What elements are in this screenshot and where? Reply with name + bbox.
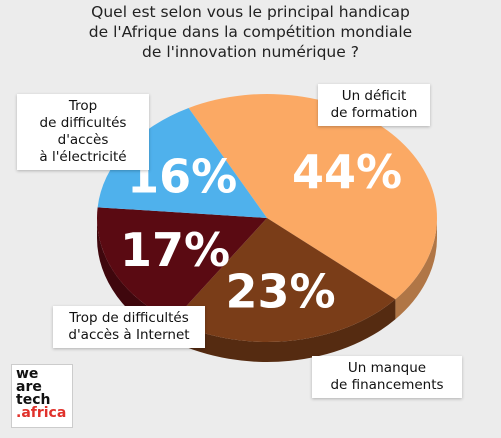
label-formation-line-1: Un déficit bbox=[341, 88, 407, 104]
pie-wall-financement bbox=[172, 299, 396, 362]
label-electricite-line-1: Trop bbox=[68, 98, 98, 114]
slice-value-financement: 23% bbox=[226, 265, 336, 319]
chart-title-line-1: Quel est selon vous le principal handica… bbox=[91, 3, 410, 21]
pie-slice-formation bbox=[188, 93, 438, 300]
label-formation-line-2: de formation bbox=[330, 105, 418, 121]
chart-title-line-3: de l'innovation numérique ? bbox=[142, 43, 359, 61]
logo-line-2: are bbox=[16, 379, 42, 395]
slice-value-internet: 17% bbox=[120, 223, 230, 277]
chart-title: Quel est selon vous le principal handica… bbox=[0, 2, 501, 62]
pie-slice-electricite bbox=[97, 107, 267, 218]
chart-title-line-2: de l'Afrique dans la compétition mondial… bbox=[88, 23, 413, 41]
logo-line-4: .africa bbox=[16, 405, 67, 421]
slice-label-internet: Trop de difficultés d'accès à Internet bbox=[53, 306, 205, 348]
label-internet-line-1: Trop de difficultés bbox=[69, 310, 189, 326]
wearetech-logo: we are tech .africa bbox=[11, 364, 73, 428]
logo-line-1: we bbox=[16, 366, 39, 382]
slice-value-formation: 44% bbox=[292, 145, 402, 199]
label-financement-line-1: Un manque bbox=[347, 360, 427, 376]
label-electricite-line-3: d'accès bbox=[57, 132, 109, 148]
slice-label-financement: Un manque de financements bbox=[312, 356, 462, 398]
pie-wall-formation bbox=[395, 218, 437, 320]
slice-label-electricite: Trop de difficultés d'accès à l'électric… bbox=[17, 94, 149, 170]
slice-label-formation: Un déficit de formation bbox=[318, 84, 430, 126]
pie-slice-financement bbox=[172, 218, 396, 342]
label-electricite-line-4: à l'électricité bbox=[39, 149, 127, 165]
label-internet-line-2: d'accès à Internet bbox=[68, 327, 190, 343]
label-financement-line-2: de financements bbox=[330, 377, 444, 393]
pie-slice-internet bbox=[96, 207, 267, 322]
label-electricite-line-2: de difficultés bbox=[39, 115, 127, 131]
logo-line-3: tech bbox=[16, 392, 51, 408]
